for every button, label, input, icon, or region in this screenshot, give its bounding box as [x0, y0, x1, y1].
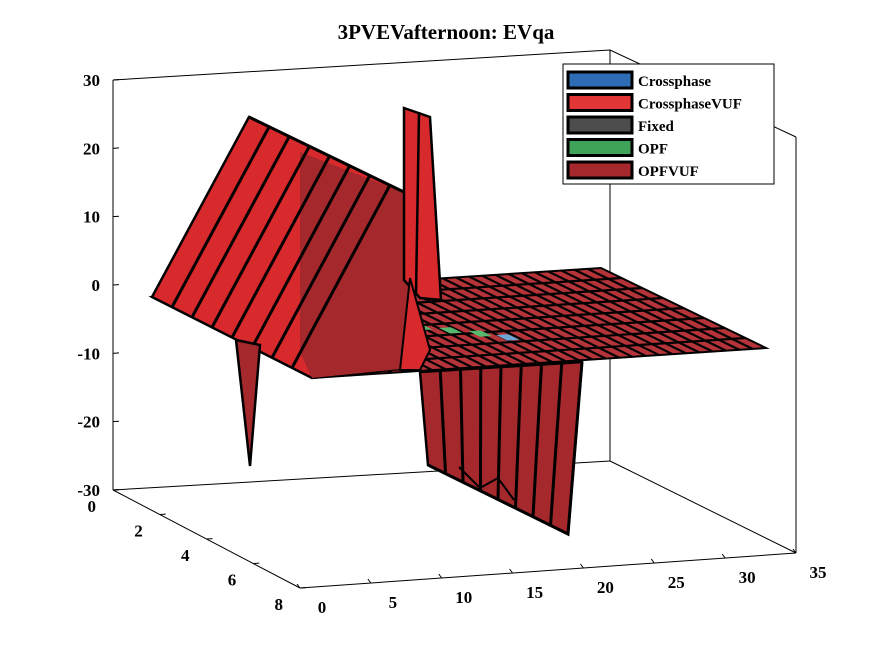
neg-wall-grid-line	[438, 370, 447, 474]
z-tick-label: -20	[77, 413, 100, 432]
wall-grid-line	[190, 135, 291, 318]
x-tick-mark	[367, 578, 372, 584]
surface-grid-line	[560, 269, 727, 352]
x-tick-label: 25	[668, 573, 685, 592]
z-tick-label: 0	[92, 276, 101, 295]
spike-edge	[414, 111, 421, 296]
x-tick-mark	[509, 568, 513, 574]
neg-wall-grid-line	[549, 363, 564, 526]
axis-edge	[112, 49, 611, 81]
legend-label: OPF	[638, 142, 668, 158]
z-tick-label: -30	[77, 481, 100, 500]
y-tick-label: 2	[134, 522, 143, 541]
surface-grid-line	[494, 273, 660, 357]
x-tick-mark	[296, 583, 301, 589]
neg-wall-edge	[427, 361, 584, 537]
z-tick-label: 20	[83, 139, 100, 158]
z-tick-label: -10	[77, 344, 100, 363]
surface-grid-line	[547, 270, 714, 353]
y-tick-label: 6	[228, 571, 237, 590]
middle-spike	[398, 277, 432, 371]
wall-grid-line	[270, 174, 372, 359]
surface-grid-line	[468, 275, 633, 358]
z-tick-label: 10	[83, 208, 100, 227]
x-tick-label: 15	[526, 583, 543, 602]
x-tick-mark	[721, 553, 726, 559]
wall-grid-line	[230, 155, 331, 339]
legend: Crossphase CrossphaseVUF Fixed OPF OPFVUF	[562, 63, 775, 185]
y-tick-label: 0	[88, 497, 97, 516]
negative-spike	[234, 338, 262, 467]
surface-grid-line	[587, 267, 754, 350]
surface-grid-line	[534, 271, 700, 354]
surface-grid-line	[455, 276, 620, 359]
legend-swatch	[566, 160, 634, 180]
wall-grid-line	[170, 126, 271, 308]
x-tick-label: 20	[597, 578, 614, 597]
axis-edge	[299, 552, 797, 589]
neg-wall-grid-line	[459, 369, 465, 483]
x-tick-mark	[792, 548, 797, 554]
x-tick-label: 10	[455, 588, 472, 607]
wall-grid-line	[210, 145, 311, 329]
positive-spike	[402, 106, 443, 302]
neg-wall-fold	[458, 466, 515, 501]
legend-label: Fixed	[638, 119, 674, 135]
surface-grid-line	[521, 272, 687, 355]
x-tick-mark	[580, 563, 584, 569]
x-tick-mark	[650, 558, 655, 564]
legend-swatch	[566, 70, 634, 90]
neg-wall-grid-line	[531, 364, 543, 517]
surface-grid-line	[574, 268, 740, 351]
surface-grid-line	[442, 277, 607, 360]
neg-wall-grid-line	[514, 365, 523, 509]
wall-grid-line	[250, 165, 351, 349]
legend-label: CrossphaseVUF	[638, 97, 742, 113]
surface-grid-line	[415, 278, 580, 362]
surface-grid-line	[481, 274, 647, 357]
legend-swatch	[566, 138, 634, 157]
x-tick-label: 30	[739, 568, 756, 587]
z-tick-label: 30	[83, 71, 100, 90]
x-tick-label: 35	[810, 563, 827, 582]
legend-label: OPFVUF	[638, 164, 699, 180]
surface-grid-line	[508, 272, 674, 356]
legend-label: Crossphase	[638, 74, 711, 90]
wall-grid-line	[290, 184, 392, 369]
legend-swatch	[566, 115, 634, 135]
surface-grid-line	[428, 278, 593, 361]
legend-swatch	[566, 93, 634, 112]
axis-edge	[609, 460, 797, 554]
surface-plot	[148, 106, 770, 537]
x-tick-mark	[438, 573, 443, 579]
y-tick-label: 8	[275, 595, 284, 614]
y-tick-label: 4	[181, 546, 190, 565]
opf-stripe-segment	[468, 330, 492, 337]
opf-stripe-segment	[439, 327, 463, 334]
x-tick-label: 5	[389, 593, 398, 612]
chart-title: 3PVEVafternoon: EVqa	[338, 20, 555, 44]
x-tick-label: 0	[318, 598, 327, 617]
crossphase-stripe-segment	[496, 334, 520, 341]
